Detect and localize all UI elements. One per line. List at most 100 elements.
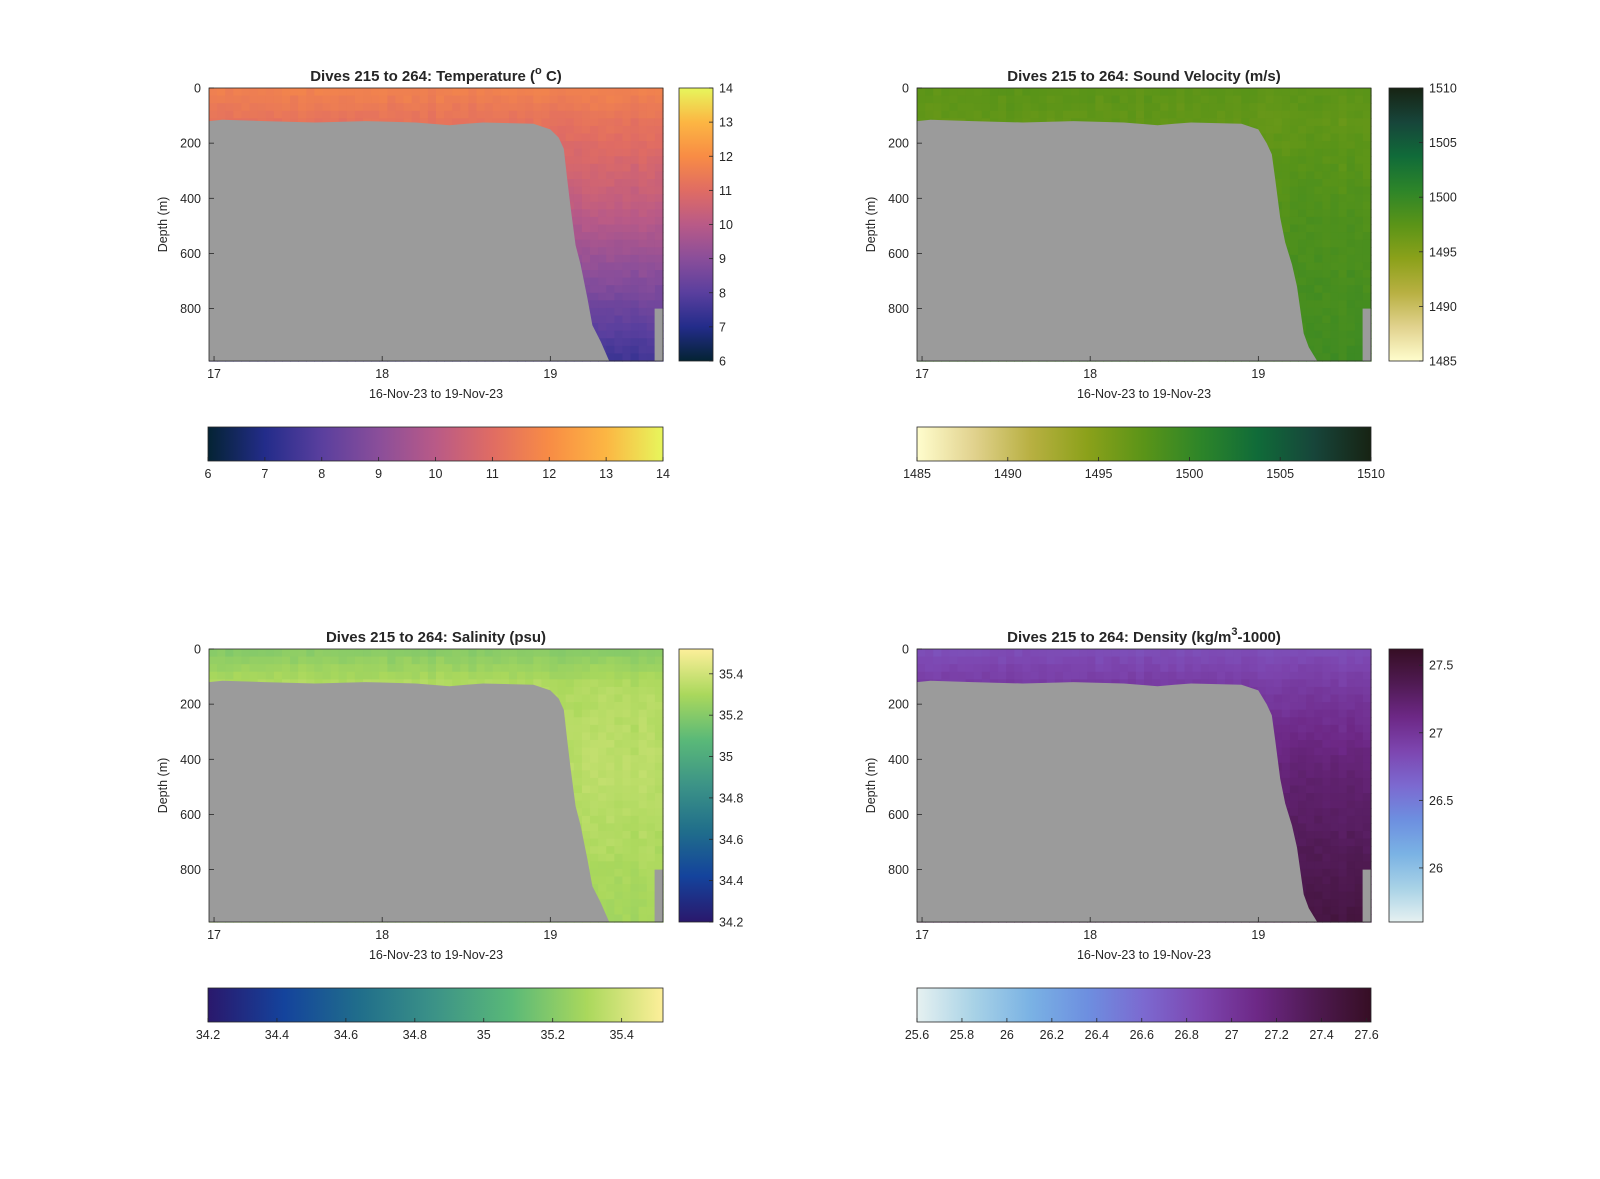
data-cell [590, 239, 599, 248]
data-cell [1330, 133, 1340, 142]
data-cell [1281, 194, 1291, 203]
data-cell [622, 133, 632, 142]
data-cell [281, 656, 291, 665]
data-cell [371, 88, 380, 97]
data-cell [1314, 194, 1323, 203]
data-cell [354, 88, 364, 97]
data-cell [1030, 95, 1040, 104]
data-cell [1314, 307, 1323, 317]
data-cell [565, 156, 575, 165]
data-cell [1330, 103, 1340, 112]
data-cell [614, 254, 624, 264]
data-cell [395, 103, 405, 112]
data-cell [1314, 141, 1323, 150]
data-cell [1354, 345, 1364, 355]
data-cell [581, 209, 591, 218]
data-cell [1289, 247, 1299, 256]
data-cell [630, 118, 640, 127]
data-cell [1330, 179, 1340, 188]
data-cell [630, 262, 640, 271]
data-cell [973, 110, 983, 119]
data-cell [1265, 103, 1275, 112]
data-cell [598, 125, 607, 135]
data-cell [646, 307, 656, 317]
data-cell [1298, 141, 1307, 150]
data-cell [590, 103, 599, 112]
data-cell [630, 315, 640, 324]
data-cell [1314, 201, 1323, 210]
data-cell [973, 95, 983, 104]
data-cell [225, 649, 234, 658]
data-cell [290, 103, 299, 112]
data-cell [1362, 118, 1372, 127]
data-cell [1338, 292, 1348, 301]
data-cell [1176, 110, 1186, 119]
data-cell [411, 103, 421, 112]
data-cell [1338, 156, 1348, 165]
data-cell [314, 649, 324, 658]
data-cell [654, 224, 664, 233]
data-cell [606, 254, 615, 264]
data-cell [1330, 163, 1340, 173]
data-cell [1362, 239, 1372, 248]
data-cell [557, 125, 567, 135]
data-cell [1071, 103, 1080, 112]
data-cell [249, 103, 259, 112]
data-cell [1306, 186, 1315, 195]
data-cell [581, 141, 591, 150]
data-cell [1022, 110, 1032, 119]
x-axis-label: 16-Nov-23 to 19-Nov-23 [369, 387, 503, 401]
data-cell [1160, 110, 1169, 119]
data-cell [1298, 201, 1307, 210]
data-cell [646, 285, 656, 294]
x-tick-label: 19 [1251, 367, 1265, 381]
data-cell [338, 88, 348, 97]
data-cell [549, 88, 559, 97]
data-cell [606, 88, 615, 97]
data-cell [354, 103, 364, 112]
data-cell [1362, 110, 1372, 119]
data-cell [1298, 171, 1307, 180]
data-cell [565, 179, 575, 188]
data-cell [476, 88, 486, 97]
data-cell [306, 110, 315, 119]
data-cell [622, 300, 632, 309]
data-cell [573, 232, 583, 241]
data-cell [638, 307, 648, 317]
data-cell [290, 671, 299, 680]
data-cell [1314, 186, 1323, 195]
data-cell [1289, 88, 1299, 97]
data-cell [1354, 179, 1364, 188]
data-cell [590, 254, 599, 264]
data-cell [1338, 125, 1348, 135]
data-cell [1322, 247, 1332, 256]
data-cell [233, 671, 243, 680]
data-cell [581, 201, 591, 210]
data-cell [225, 95, 234, 104]
data-cell [606, 216, 615, 226]
data-cell [1346, 285, 1356, 294]
data-cell [622, 209, 632, 218]
data-cell [427, 103, 437, 112]
data-cell [1095, 103, 1105, 112]
data-cell [965, 103, 975, 112]
data-cell [452, 103, 461, 112]
data-cell [1119, 110, 1129, 119]
data-cell [533, 110, 542, 119]
data-cell [281, 103, 291, 112]
data-cell [1014, 110, 1023, 119]
data-cell [460, 118, 470, 127]
data-cell [598, 300, 607, 309]
data-cell [590, 277, 599, 286]
data-cell [1330, 323, 1340, 332]
data-cell [1079, 110, 1088, 119]
y-tick-label: 200 [180, 137, 201, 151]
data-cell [1298, 118, 1307, 127]
data-cell [290, 110, 299, 119]
data-cell [646, 118, 656, 127]
data-cell [638, 285, 648, 294]
data-cell [622, 292, 632, 301]
data-cell [1322, 156, 1332, 165]
data-cell [1314, 338, 1323, 347]
vertical-colorbar-tick-label: 6 [719, 355, 726, 369]
